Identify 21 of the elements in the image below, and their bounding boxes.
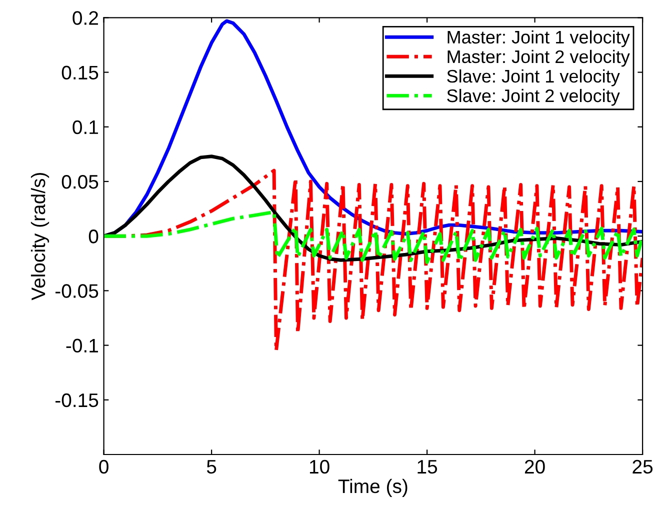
x-tick-label: 10 [310,460,330,474]
y-tick-label: -0.1 [66,338,98,353]
y-tick-label: 0.15 [62,66,98,80]
y-axis-title: Velocity (rad/s) [30,172,50,300]
legend-label: Slave: Joint 2 velocity [447,88,620,106]
y-tick-label: 0.05 [62,174,98,189]
legend-label: Master: Joint 2 velocity [448,50,630,67]
y-tick-label: 0.1 [72,120,98,134]
x-tick-label: 25 [632,460,653,474]
y-tick-label: 0 [88,230,98,244]
y-tick-label: -0.15 [55,393,98,408]
x-tick-label: 5 [206,460,216,474]
x-tick-label: 15 [418,460,438,474]
legend-label: Slave: Joint 1 velocity [447,69,620,86]
x-tick-label: 20 [524,460,545,474]
x-tick-label: 0 [99,460,108,474]
legend-label: Master: Joint 1 velocity [448,30,630,48]
x-axis-title: Time (s) [338,478,408,497]
y-tick-label: -0.05 [55,284,98,298]
y-tick-label: 0.2 [72,11,98,25]
line-series [104,210,643,264]
